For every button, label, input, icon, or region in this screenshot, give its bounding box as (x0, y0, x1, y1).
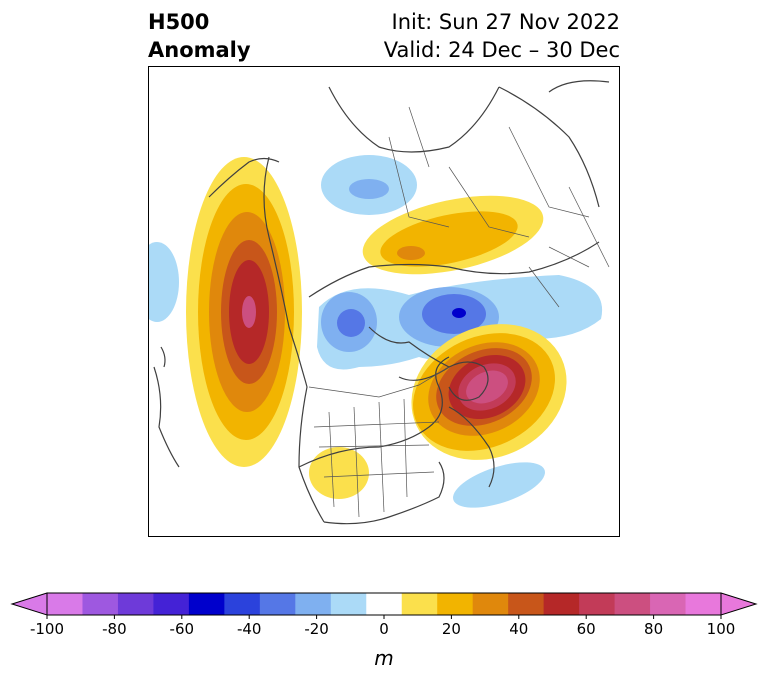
title-field: Anomaly (148, 38, 251, 62)
colorbar-segment (437, 593, 474, 615)
southwest-positive-anomaly (309, 447, 369, 499)
colorbar-segment (366, 593, 403, 615)
colorbar-segment (188, 593, 225, 615)
arctic-negative-anomaly (317, 275, 603, 370)
colorbar-segment (579, 593, 616, 615)
west-pacific-negative (149, 242, 179, 322)
colorbar-tick-label: 20 (442, 620, 461, 638)
colorbar-tick-label: -80 (102, 620, 127, 638)
coastlines (153, 80, 610, 525)
eurasia-positive-anomaly (362, 195, 544, 275)
colorbar-segment (153, 593, 190, 615)
colorbar-segment (650, 593, 687, 615)
colorbar-segment (614, 593, 651, 615)
colorbar-segment (82, 593, 119, 615)
colorbar-segment (330, 593, 367, 615)
borders (308, 106, 610, 518)
subtropical-atlantic-negative (453, 462, 545, 508)
colorbar-tick-label: 0 (379, 620, 389, 638)
colorbar-tick-label: -40 (237, 620, 262, 638)
colorbar-segment (543, 593, 580, 615)
colorbar-segment (224, 593, 261, 615)
colorbar-segment (117, 593, 154, 615)
colorbar-segment (508, 593, 545, 615)
anomaly-shading (149, 155, 603, 508)
colorbar-tick-label: -100 (30, 620, 64, 638)
pacific-ridge-anomaly (186, 157, 302, 467)
colorbar-max-arrow (720, 592, 758, 616)
title-left: H500 Anomaly (148, 8, 251, 64)
colorbar-tick-label: 40 (509, 620, 528, 638)
colorbar-tick-label: -20 (304, 620, 329, 638)
map-svg (149, 80, 610, 525)
colorbar-segment (472, 593, 509, 615)
anomaly-map[interactable] (148, 66, 620, 537)
init-date: Init: Sun 27 Nov 2022 (391, 10, 620, 34)
colorbar-tick-label: 60 (577, 620, 596, 638)
eurasia-negative-anomaly (321, 155, 417, 215)
colorbar-min-arrow (10, 592, 48, 616)
colorbar-tick-label: 80 (644, 620, 663, 638)
title-right: Init: Sun 27 Nov 2022 Valid: 24 Dec – 30… (384, 8, 620, 64)
colorbar-segment (259, 593, 296, 615)
colorbar-svg: -100 -80 -60 -40 -20 0 20 40 60 80 100 (10, 592, 758, 638)
colorbar-tick-label: -60 (170, 620, 195, 638)
colorbar-tick-label: 100 (707, 620, 736, 638)
colorbar-segment (685, 593, 722, 615)
colorbar-segment (295, 593, 332, 615)
colorbar-segment (47, 593, 83, 615)
colorbar-segment (401, 593, 438, 615)
title-product: H500 (148, 10, 210, 34)
valid-range: Valid: 24 Dec – 30 Dec (383, 38, 620, 62)
colorbar-unit-label: m (374, 646, 394, 670)
colorbar: -100 -80 -60 -40 -20 0 20 40 60 80 100 (0, 584, 768, 684)
